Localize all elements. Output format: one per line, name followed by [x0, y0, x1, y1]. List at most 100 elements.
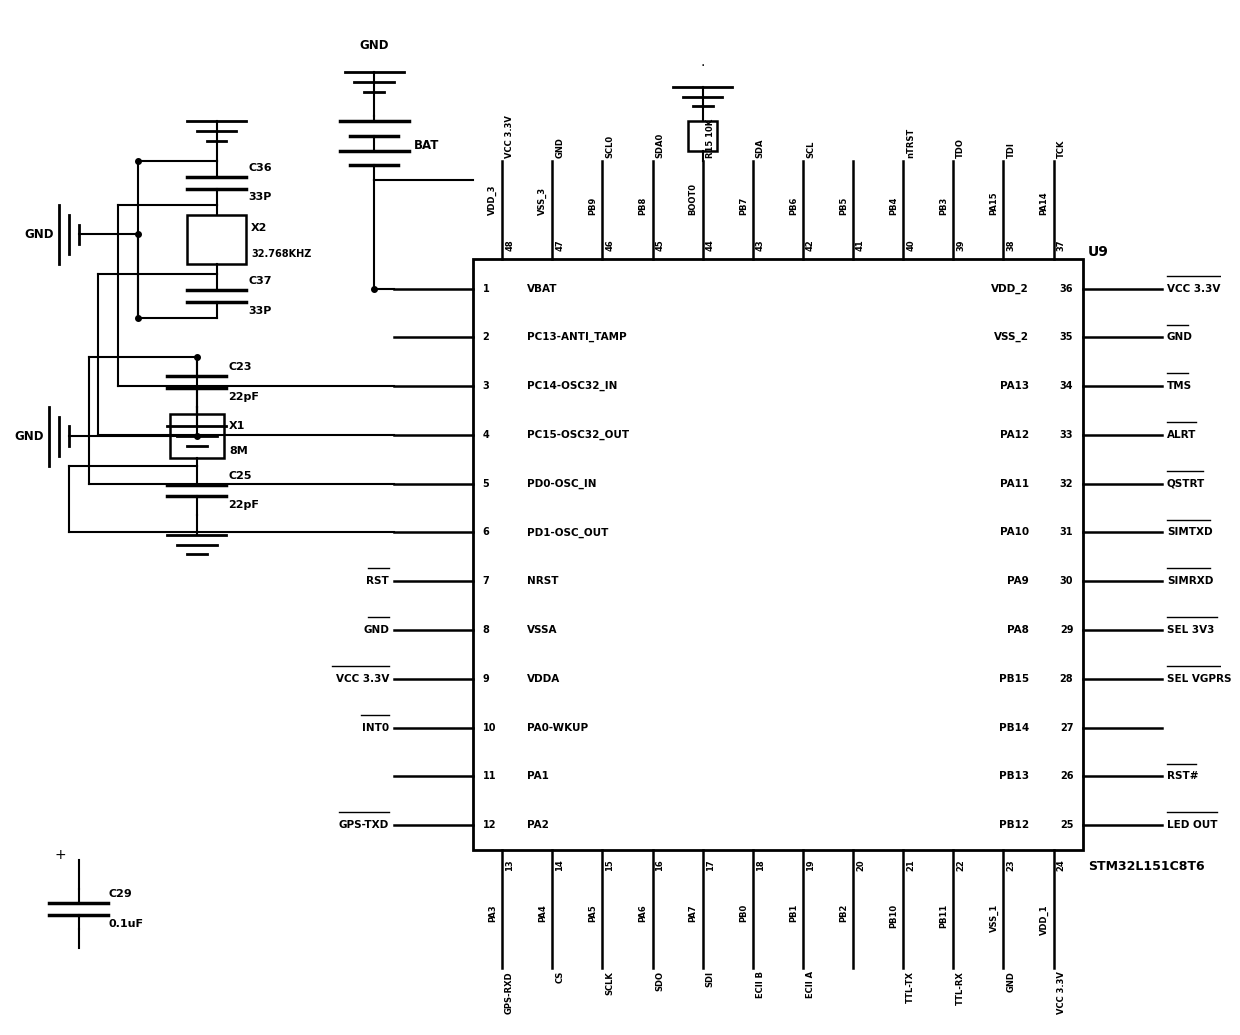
Text: 43: 43: [755, 239, 765, 252]
Text: PB0: PB0: [739, 904, 748, 922]
Text: 32: 32: [1060, 479, 1074, 489]
Text: PB5: PB5: [839, 197, 848, 214]
Text: PA11: PA11: [999, 479, 1029, 489]
Text: 44: 44: [706, 239, 714, 252]
Text: 11: 11: [482, 771, 496, 781]
Text: 3: 3: [482, 381, 490, 391]
Text: PA7: PA7: [688, 904, 698, 921]
Text: 46: 46: [605, 239, 614, 252]
Text: 16: 16: [656, 860, 665, 871]
Text: 40: 40: [906, 239, 915, 252]
Text: TTL-RX: TTL-RX: [956, 971, 965, 1005]
Text: 33P: 33P: [248, 193, 272, 203]
Text: SDA: SDA: [755, 138, 765, 157]
Text: VCC 3.3V: VCC 3.3V: [336, 674, 389, 684]
Text: PB4: PB4: [889, 197, 898, 214]
Text: 30: 30: [1060, 576, 1074, 586]
Text: NRST: NRST: [527, 576, 558, 586]
Text: PB3: PB3: [940, 197, 949, 214]
Text: VBAT: VBAT: [527, 284, 557, 294]
Text: RST#: RST#: [1167, 771, 1198, 781]
Text: 25: 25: [1060, 820, 1074, 830]
Text: 9: 9: [482, 674, 490, 684]
Text: PA8: PA8: [1007, 625, 1029, 635]
Text: PB10: PB10: [889, 904, 898, 928]
Text: 15: 15: [605, 860, 614, 871]
Text: VDD_2: VDD_2: [991, 284, 1029, 294]
Text: VSS_1: VSS_1: [990, 904, 998, 933]
Text: PA0-WKUP: PA0-WKUP: [527, 722, 588, 733]
Text: C23: C23: [228, 362, 252, 373]
Text: PC15-OSC32_OUT: PC15-OSC32_OUT: [527, 430, 629, 440]
Text: PA4: PA4: [538, 904, 547, 922]
Text: 22pF: 22pF: [228, 392, 259, 402]
Text: ALRT: ALRT: [1167, 430, 1197, 440]
Text: SIMRXD: SIMRXD: [1167, 576, 1213, 586]
Text: PD1-OSC_OUT: PD1-OSC_OUT: [527, 528, 608, 537]
Text: VDD_1: VDD_1: [1039, 904, 1049, 935]
Text: 28: 28: [1060, 674, 1074, 684]
Text: VSSA: VSSA: [527, 625, 557, 635]
Text: PB1: PB1: [789, 904, 799, 922]
Text: SCL: SCL: [806, 140, 815, 157]
Text: 23: 23: [1007, 860, 1016, 871]
Text: SEL 3V3: SEL 3V3: [1167, 625, 1214, 635]
Text: PB13: PB13: [999, 771, 1029, 781]
Text: 45: 45: [656, 239, 665, 252]
Text: SDA0: SDA0: [656, 132, 665, 157]
Text: GND: GND: [556, 137, 564, 157]
Text: PA13: PA13: [999, 381, 1029, 391]
Text: PA12: PA12: [999, 430, 1029, 440]
Text: PA2: PA2: [527, 820, 548, 830]
Text: 8: 8: [482, 625, 490, 635]
Text: 36: 36: [1060, 284, 1074, 294]
Text: 21: 21: [906, 860, 915, 871]
Text: VCC 3.3V: VCC 3.3V: [1056, 971, 1065, 1014]
Text: 2: 2: [482, 332, 490, 343]
Text: PB7: PB7: [739, 197, 748, 214]
Text: 20: 20: [856, 860, 866, 871]
Text: 18: 18: [755, 860, 765, 871]
Text: PA9: PA9: [1007, 576, 1029, 586]
Text: C29: C29: [108, 889, 133, 899]
Text: 17: 17: [706, 860, 714, 871]
Text: 38: 38: [1007, 240, 1016, 252]
Text: CS: CS: [556, 971, 564, 983]
Text: GND: GND: [1007, 971, 1016, 992]
Text: ECII A: ECII A: [806, 971, 815, 998]
Text: PD0-OSC_IN: PD0-OSC_IN: [527, 478, 596, 489]
Text: PB11: PB11: [940, 904, 949, 928]
Text: BOOT0: BOOT0: [688, 183, 698, 214]
Bar: [688, 121, 718, 151]
Text: PB9: PB9: [589, 197, 598, 214]
Text: PA5: PA5: [589, 904, 598, 922]
Text: PB14: PB14: [998, 722, 1029, 733]
Text: .: .: [701, 55, 704, 69]
Text: SIMTXD: SIMTXD: [1167, 528, 1213, 537]
Text: SDI: SDI: [706, 971, 714, 987]
Text: 1: 1: [482, 284, 490, 294]
Text: nTRST: nTRST: [906, 127, 915, 157]
Text: GND: GND: [360, 39, 389, 52]
Text: VSS_3: VSS_3: [538, 186, 547, 214]
Text: 12: 12: [482, 820, 496, 830]
Text: 48: 48: [505, 239, 515, 252]
Text: 35: 35: [1060, 332, 1074, 343]
Text: ECII B: ECII B: [755, 971, 765, 998]
Text: GPS-RXD: GPS-RXD: [505, 971, 515, 1013]
Text: GND: GND: [1167, 332, 1193, 343]
Text: LED OUT: LED OUT: [1167, 820, 1218, 830]
Text: TDI: TDI: [1007, 142, 1016, 157]
Text: 33: 33: [1060, 430, 1074, 440]
Text: 6: 6: [482, 528, 490, 537]
Text: 32.768KHZ: 32.768KHZ: [250, 249, 311, 259]
Text: INT0: INT0: [362, 722, 389, 733]
Text: PA14: PA14: [1039, 191, 1049, 214]
Text: BAT: BAT: [414, 140, 439, 152]
Text: 31: 31: [1060, 528, 1074, 537]
Text: 39: 39: [956, 240, 965, 252]
Text: 37: 37: [1056, 240, 1065, 252]
Text: TCK: TCK: [1056, 140, 1065, 157]
Text: X2: X2: [250, 223, 268, 233]
Text: PB12: PB12: [999, 820, 1029, 830]
